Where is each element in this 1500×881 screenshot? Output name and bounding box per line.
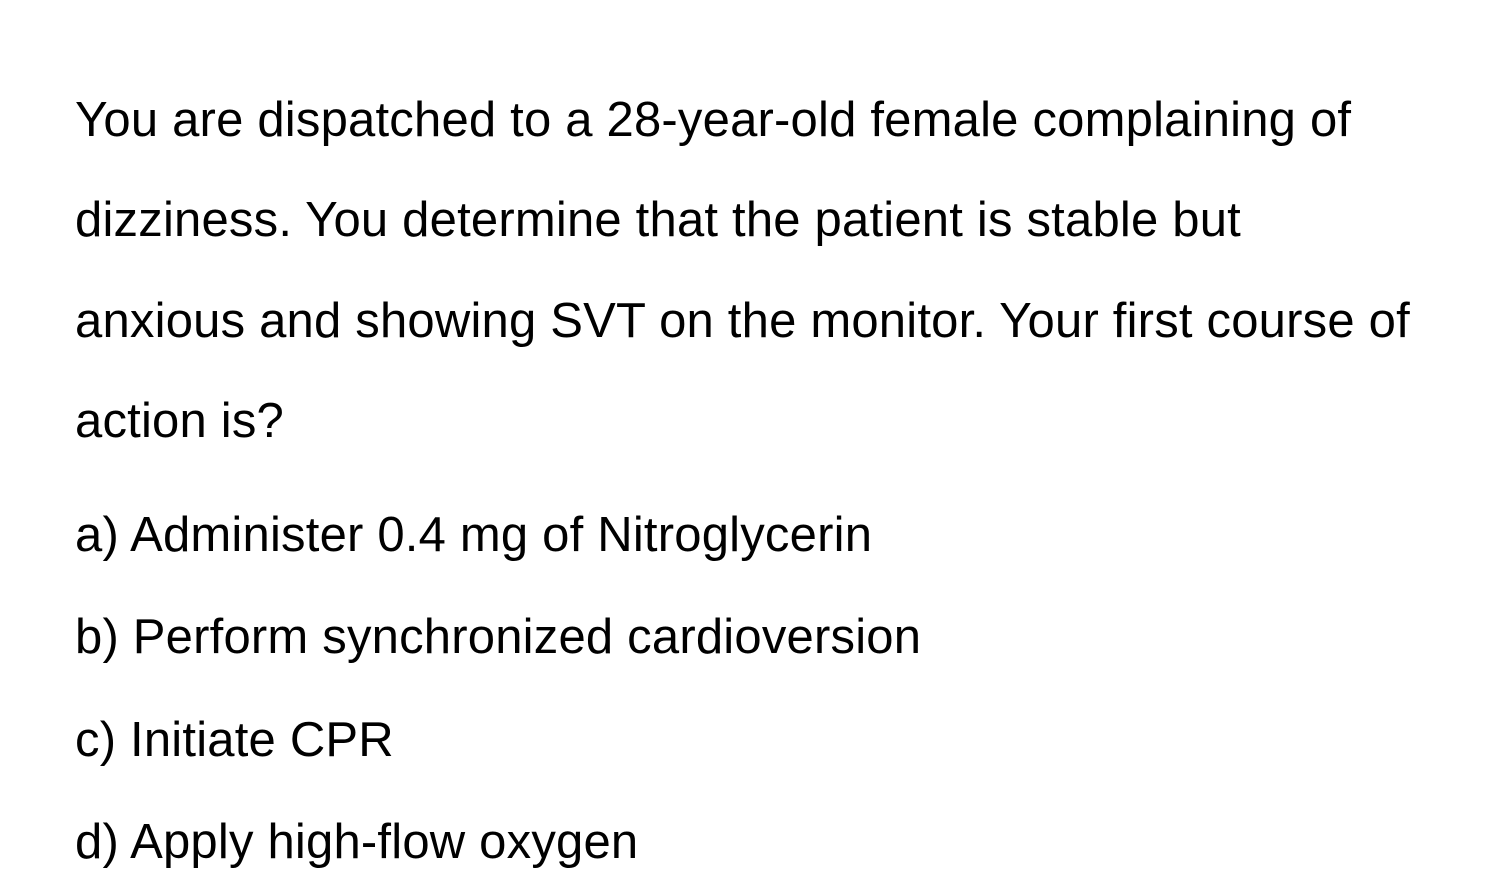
option-d: d) Apply high-flow oxygen bbox=[75, 803, 1425, 881]
question-container: You are dispatched to a 28-year-old fema… bbox=[75, 70, 1425, 881]
question-text: You are dispatched to a 28-year-old fema… bbox=[75, 70, 1425, 472]
option-c: c) Initiate CPR bbox=[75, 701, 1425, 779]
option-b: b) Perform synchronized cardioversion bbox=[75, 598, 1425, 676]
option-a: a) Administer 0.4 mg of Nitroglycerin bbox=[75, 496, 1425, 574]
